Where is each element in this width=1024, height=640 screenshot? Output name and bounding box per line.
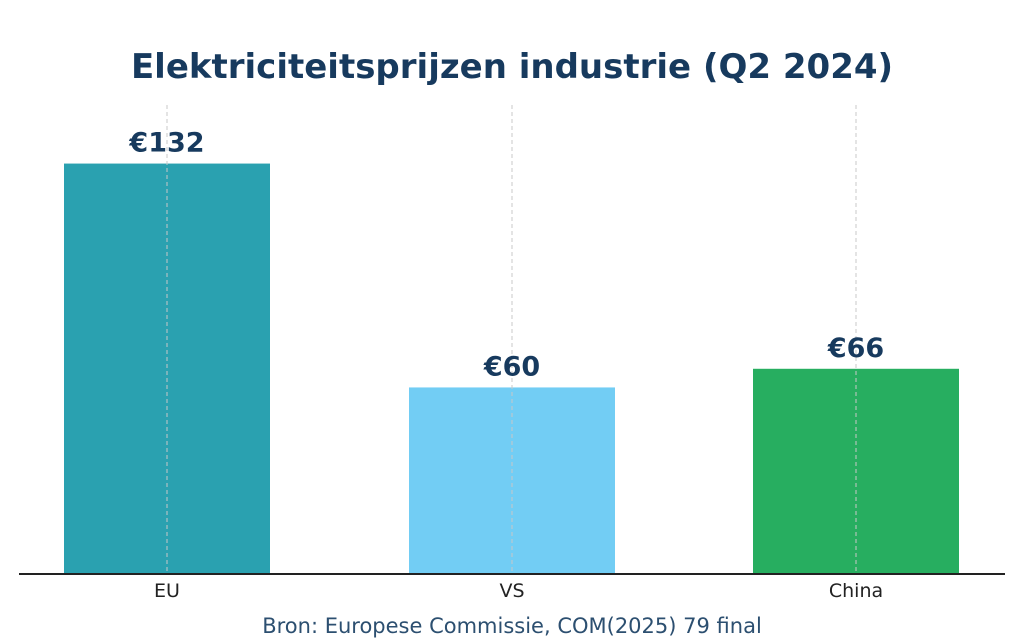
x-tick-label: China [829,580,883,602]
x-tick-label: VS [499,580,524,602]
source-note: Bron: Europese Commissie, COM(2025) 79 f… [262,614,762,638]
x-tick-label: EU [154,580,180,602]
chart-title: Elektriciteitsprijzen industrie (Q2 2024… [131,47,893,87]
data-label: €60 [483,351,540,382]
data-label: €66 [827,333,884,364]
data-label: €132 [128,128,204,159]
